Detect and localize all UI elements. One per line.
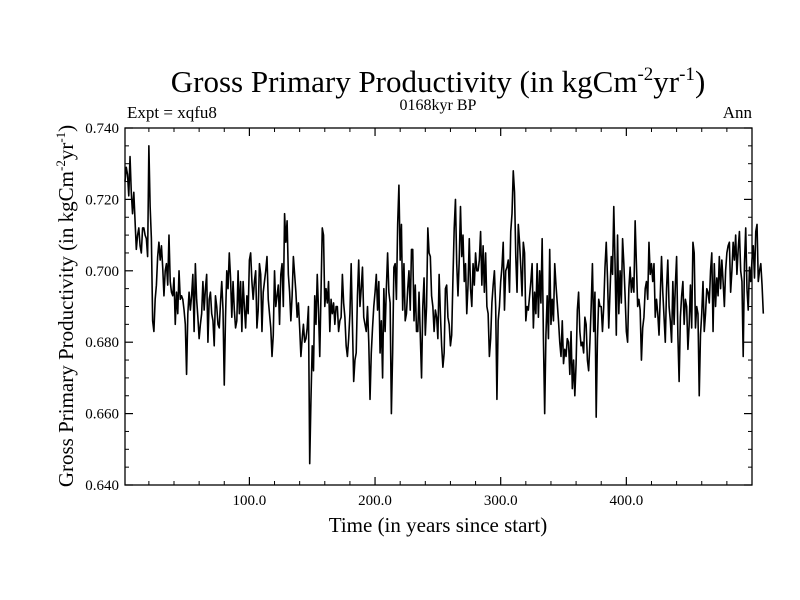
- experiment-label: Expt = xqfu8: [127, 103, 217, 122]
- x-axis: 100.0 200.0 300.0 400.0: [148, 128, 728, 509]
- series-line-gpp: [124, 145, 765, 465]
- x-axis-label: Time (in years since start): [329, 513, 548, 537]
- y-tick-label: 0.640: [85, 478, 119, 494]
- y-tick-label: 0.740: [85, 121, 119, 137]
- season-label: Ann: [723, 103, 753, 122]
- chart-subtitle: 0168kyr BP: [400, 97, 477, 114]
- x-tick-label: 200.0: [358, 493, 392, 509]
- x-tick-label: 400.0: [609, 493, 643, 509]
- x-tick-label: 300.0: [484, 493, 518, 509]
- y-axis: 0.640 0.660 0.680 0.700 0.720 0.740: [85, 121, 752, 494]
- chart-title: Gross Primary Productivity (in kgCm-2yr-…: [171, 64, 706, 99]
- y-axis-label: Gross Primary Productivity (in kgCm-2yr-…: [53, 125, 78, 487]
- y-tick-label: 0.720: [85, 192, 119, 208]
- y-tick-label: 0.700: [85, 264, 119, 280]
- y-tick-label: 0.680: [85, 335, 119, 351]
- y-tick-label: 0.660: [85, 407, 119, 423]
- x-tick-label: 100.0: [233, 493, 267, 509]
